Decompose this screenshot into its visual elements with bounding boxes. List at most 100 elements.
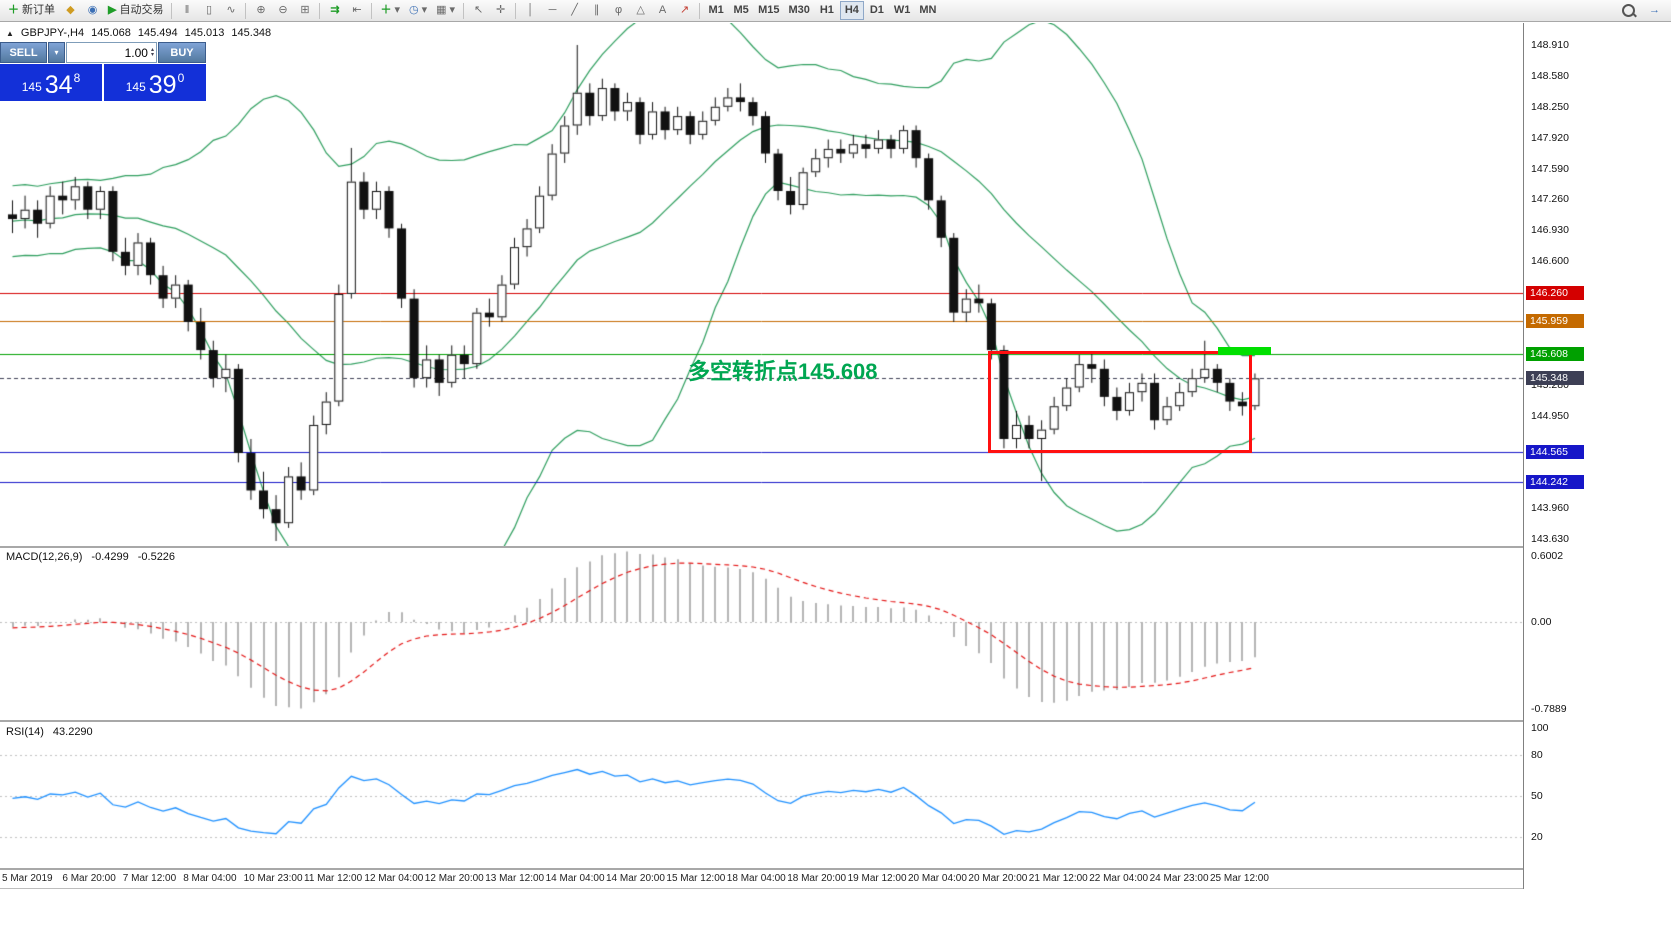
channel-button[interactable]: ∥ (586, 1, 607, 20)
bar-chart-icon: ‖ (184, 4, 190, 16)
chart-shift-button[interactable]: ⇤ (346, 1, 367, 20)
indicators-icon: ＋ (380, 4, 392, 16)
panel-separator[interactable] (0, 546, 1671, 548)
stepper-up-icon[interactable]: ▴ (150, 46, 154, 53)
time-label: 7 Mar 12:00 (122, 873, 177, 884)
price-line-tag-144.565[interactable]: 144.565 (1526, 444, 1584, 459)
toolbar-separator (171, 2, 173, 19)
zoom-in-button[interactable]: ⊕ (250, 1, 271, 20)
time-axis[interactable]: 5 Mar 2019 6 Mar 20:00 7 Mar 12:00 8 Mar 04… (0, 870, 1523, 888)
price-scale-label: 148.910 (1531, 39, 1569, 51)
fibonacci-button[interactable]: φ (608, 1, 629, 20)
trendline-button[interactable]: ╱ (564, 1, 585, 20)
crosshair-button[interactable]: ✛ (490, 1, 511, 20)
auto-scroll-button[interactable]: ⇉ (324, 1, 345, 20)
price-line-tag-145.959[interactable]: 145.959 (1526, 314, 1584, 329)
toolbar-separator (699, 2, 701, 19)
timeframe-mn[interactable]: MN (915, 1, 940, 20)
buy-price-box[interactable]: 145 39 0 (104, 64, 206, 101)
toolbar: ＋ 新订单 ◆ ◉ ▶ 自动交易 ‖ ▯ ∿ ⊕ ⊖ ⊞ ⇉ ⇤ ＋ ▾ ◷ ▾ (0, 0, 1671, 22)
timeframe-h4[interactable]: H4 (839, 1, 864, 20)
time-label: 18 Mar 04:00 (726, 873, 786, 884)
stepper-down-icon[interactable]: ▾ (150, 51, 154, 58)
text-tool-icon: A (658, 4, 667, 16)
zoom-out-button[interactable]: ⊖ (272, 1, 293, 20)
timeframe-h1[interactable]: H1 (815, 1, 839, 20)
price-line-tag-146.260[interactable]: 146.260 (1526, 286, 1584, 300)
market-watch-button[interactable]: ◆ (60, 1, 81, 20)
vertical-line-icon: │ (527, 4, 535, 16)
time-label: 5 Mar 2019 (2, 873, 53, 884)
rsi-panel-canvas[interactable] (0, 722, 1523, 868)
templates-icon: ▦ (436, 4, 447, 16)
search-button[interactable] (1618, 1, 1639, 20)
sell-button[interactable]: SELL (0, 42, 47, 63)
shapes-icon: △ (636, 4, 645, 16)
ohlc-low: 145.013 (184, 27, 225, 39)
green-highlight-segment[interactable] (1218, 347, 1271, 355)
volume-value: 1.00 (124, 45, 148, 60)
price-scale-label: 146.930 (1531, 224, 1569, 237)
turning-point-annotation[interactable]: 多空转折点145.608 (688, 359, 878, 384)
price-scale-label: 144.950 (1531, 409, 1569, 422)
price-axis[interactable]: 0.6002 0.00 -0.7889 100 80 50 20 148.910… (1523, 23, 1671, 889)
time-label: 20 Mar 20:00 (968, 873, 1028, 884)
indicators-button[interactable]: ＋ ▾ (376, 1, 404, 20)
cursor-button[interactable]: ↖ (468, 1, 489, 20)
price-chart-canvas[interactable] (0, 23, 1523, 546)
macd-panel-canvas[interactable] (0, 548, 1523, 720)
tile-windows-icon: ⊞ (300, 4, 310, 16)
macd-value-signal: -0.5226 (137, 551, 176, 563)
price-line-tag-145.348[interactable]: 145.348 (1526, 371, 1584, 386)
chevron-down-icon: ▾ (421, 4, 428, 16)
price-scale-label: 148.250 (1531, 100, 1569, 113)
ohlc-close: 145.348 (231, 27, 272, 39)
bar-chart-button[interactable]: ‖ (176, 1, 197, 20)
horizontal-line-button[interactable]: ─ (542, 1, 563, 20)
macd-axis-min: -0.7889 (1531, 703, 1567, 715)
periods-button[interactable]: ◷ ▾ (405, 1, 431, 20)
consolidation-rectangle[interactable] (988, 351, 1252, 453)
sell-price-figure: 145 (21, 80, 42, 94)
toolbar-separator (515, 2, 517, 19)
new-order-label: 新订单 (22, 4, 55, 16)
tile-windows-button[interactable]: ⊞ (294, 1, 315, 20)
autotrading-button[interactable]: ▶ 自动交易 (104, 1, 167, 20)
price-scale-label: 143.630 (1531, 533, 1569, 546)
price-line-tag-145.608[interactable]: 145.608 (1526, 347, 1584, 362)
toolbar-separator (245, 2, 247, 19)
timeframe-m5[interactable]: M5 (729, 1, 753, 20)
periods-clock-icon: ◷ (409, 4, 419, 16)
templates-button[interactable]: ▦ ▾ (432, 1, 459, 20)
vertical-line-button[interactable]: │ (520, 1, 541, 20)
time-label: 13 Mar 12:00 (485, 873, 545, 884)
navigator-button[interactable]: ◉ (82, 1, 103, 20)
macd-indicator-label: MACD(12,26,9) -0.4299 -0.5226 (6, 551, 175, 563)
quick-nav-button[interactable]: → (1644, 1, 1665, 20)
sell-price-point: 8 (73, 71, 81, 85)
arrows-tool-button[interactable]: ↗ (674, 1, 695, 20)
text-tool-button[interactable]: A (652, 1, 673, 20)
sell-options-caret[interactable]: ▾ (48, 42, 65, 63)
candlestick-chart-button[interactable]: ▯ (198, 1, 219, 20)
line-chart-button[interactable]: ∿ (220, 1, 241, 20)
timeframe-m15[interactable]: M15 (754, 1, 783, 20)
time-label: 18 Mar 20:00 (787, 873, 847, 884)
timeframe-m30[interactable]: M30 (784, 1, 813, 20)
rsi-axis-100: 100 (1531, 722, 1549, 734)
timeframe-d1[interactable]: D1 (865, 1, 889, 20)
volume-input[interactable]: 1.00 ▴ ▾ (66, 42, 157, 63)
shapes-button[interactable]: △ (630, 1, 651, 20)
sell-price-pips: 34 (44, 71, 73, 99)
sell-price-box[interactable]: 145 34 8 (0, 64, 102, 101)
volume-stepper[interactable]: ▴ ▾ (150, 46, 154, 58)
trendline-icon: ╱ (571, 4, 578, 16)
panel-separator[interactable] (0, 720, 1671, 722)
price-line-tag-144.242[interactable]: 144.242 (1526, 474, 1584, 489)
zoom-in-icon: ⊕ (256, 4, 266, 16)
buy-button[interactable]: BUY (158, 42, 206, 63)
timeframe-w1[interactable]: W1 (890, 1, 915, 20)
timeframe-m1[interactable]: M1 (704, 1, 728, 20)
new-order-button[interactable]: ＋ 新订单 (4, 1, 59, 20)
panel-separator[interactable] (0, 868, 1671, 870)
